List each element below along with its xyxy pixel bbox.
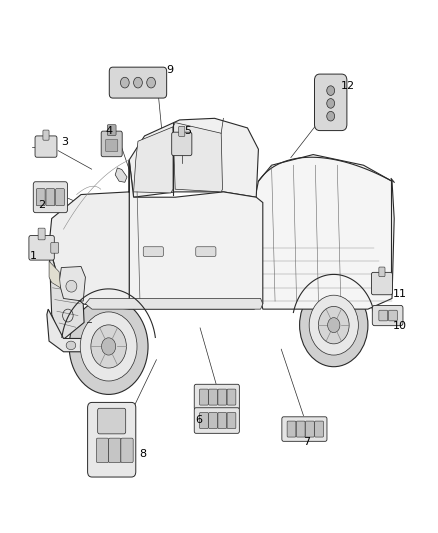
FancyBboxPatch shape: [29, 236, 54, 260]
FancyBboxPatch shape: [209, 389, 217, 405]
Text: 2: 2: [38, 200, 45, 210]
Text: 3: 3: [61, 138, 68, 147]
Text: 4: 4: [105, 126, 112, 135]
Polygon shape: [115, 168, 127, 182]
FancyBboxPatch shape: [43, 130, 49, 140]
Circle shape: [327, 86, 335, 95]
Circle shape: [147, 77, 155, 88]
Polygon shape: [173, 123, 223, 192]
FancyBboxPatch shape: [314, 421, 323, 437]
FancyBboxPatch shape: [227, 413, 236, 429]
FancyBboxPatch shape: [121, 438, 133, 463]
Ellipse shape: [66, 341, 76, 350]
FancyBboxPatch shape: [372, 305, 403, 326]
Text: 11: 11: [392, 289, 406, 299]
Circle shape: [318, 306, 349, 344]
FancyBboxPatch shape: [101, 131, 122, 157]
Polygon shape: [129, 160, 263, 309]
FancyBboxPatch shape: [379, 310, 388, 321]
FancyBboxPatch shape: [218, 413, 227, 429]
FancyBboxPatch shape: [305, 421, 314, 437]
FancyBboxPatch shape: [282, 417, 327, 441]
Circle shape: [309, 295, 358, 355]
FancyBboxPatch shape: [96, 438, 109, 463]
FancyBboxPatch shape: [110, 67, 166, 98]
FancyBboxPatch shape: [107, 125, 116, 135]
FancyBboxPatch shape: [196, 247, 216, 256]
Text: 1: 1: [29, 251, 36, 261]
FancyBboxPatch shape: [106, 140, 118, 151]
FancyBboxPatch shape: [51, 243, 59, 253]
Polygon shape: [47, 309, 90, 352]
FancyBboxPatch shape: [143, 247, 163, 256]
Ellipse shape: [66, 280, 77, 292]
Polygon shape: [134, 127, 173, 193]
Circle shape: [91, 325, 126, 368]
FancyBboxPatch shape: [98, 408, 126, 434]
FancyBboxPatch shape: [371, 272, 392, 295]
Circle shape: [69, 298, 148, 394]
FancyBboxPatch shape: [218, 389, 227, 405]
FancyBboxPatch shape: [194, 408, 239, 433]
Polygon shape: [49, 261, 60, 288]
FancyBboxPatch shape: [200, 413, 208, 429]
Polygon shape: [252, 155, 394, 309]
Text: 7: 7: [303, 438, 310, 447]
FancyBboxPatch shape: [33, 182, 67, 213]
Circle shape: [102, 338, 116, 355]
FancyBboxPatch shape: [287, 421, 296, 437]
FancyBboxPatch shape: [46, 189, 55, 206]
Circle shape: [327, 111, 335, 121]
Circle shape: [134, 77, 142, 88]
FancyBboxPatch shape: [172, 132, 192, 156]
Polygon shape: [49, 245, 84, 341]
FancyBboxPatch shape: [194, 384, 239, 410]
FancyBboxPatch shape: [209, 413, 217, 429]
FancyBboxPatch shape: [56, 189, 64, 206]
FancyBboxPatch shape: [35, 136, 57, 157]
Text: 6: 6: [195, 415, 202, 425]
FancyBboxPatch shape: [296, 421, 305, 437]
FancyBboxPatch shape: [379, 267, 385, 277]
Circle shape: [300, 284, 368, 367]
FancyBboxPatch shape: [314, 74, 347, 131]
FancyBboxPatch shape: [200, 389, 208, 405]
FancyBboxPatch shape: [36, 189, 45, 206]
Circle shape: [327, 99, 335, 108]
FancyBboxPatch shape: [179, 126, 185, 136]
Text: 5: 5: [184, 126, 191, 135]
Text: 10: 10: [392, 321, 406, 331]
Polygon shape: [49, 160, 129, 309]
Text: 9: 9: [166, 66, 173, 75]
Circle shape: [80, 312, 137, 381]
FancyBboxPatch shape: [88, 402, 136, 477]
Polygon shape: [129, 118, 258, 197]
FancyBboxPatch shape: [389, 310, 397, 321]
FancyBboxPatch shape: [227, 389, 236, 405]
Text: 8: 8: [139, 449, 146, 459]
Polygon shape: [59, 266, 85, 301]
Text: 12: 12: [341, 82, 355, 91]
FancyBboxPatch shape: [38, 228, 45, 240]
FancyBboxPatch shape: [109, 438, 121, 463]
Circle shape: [120, 77, 129, 88]
Polygon shape: [85, 298, 263, 309]
Circle shape: [328, 318, 340, 333]
